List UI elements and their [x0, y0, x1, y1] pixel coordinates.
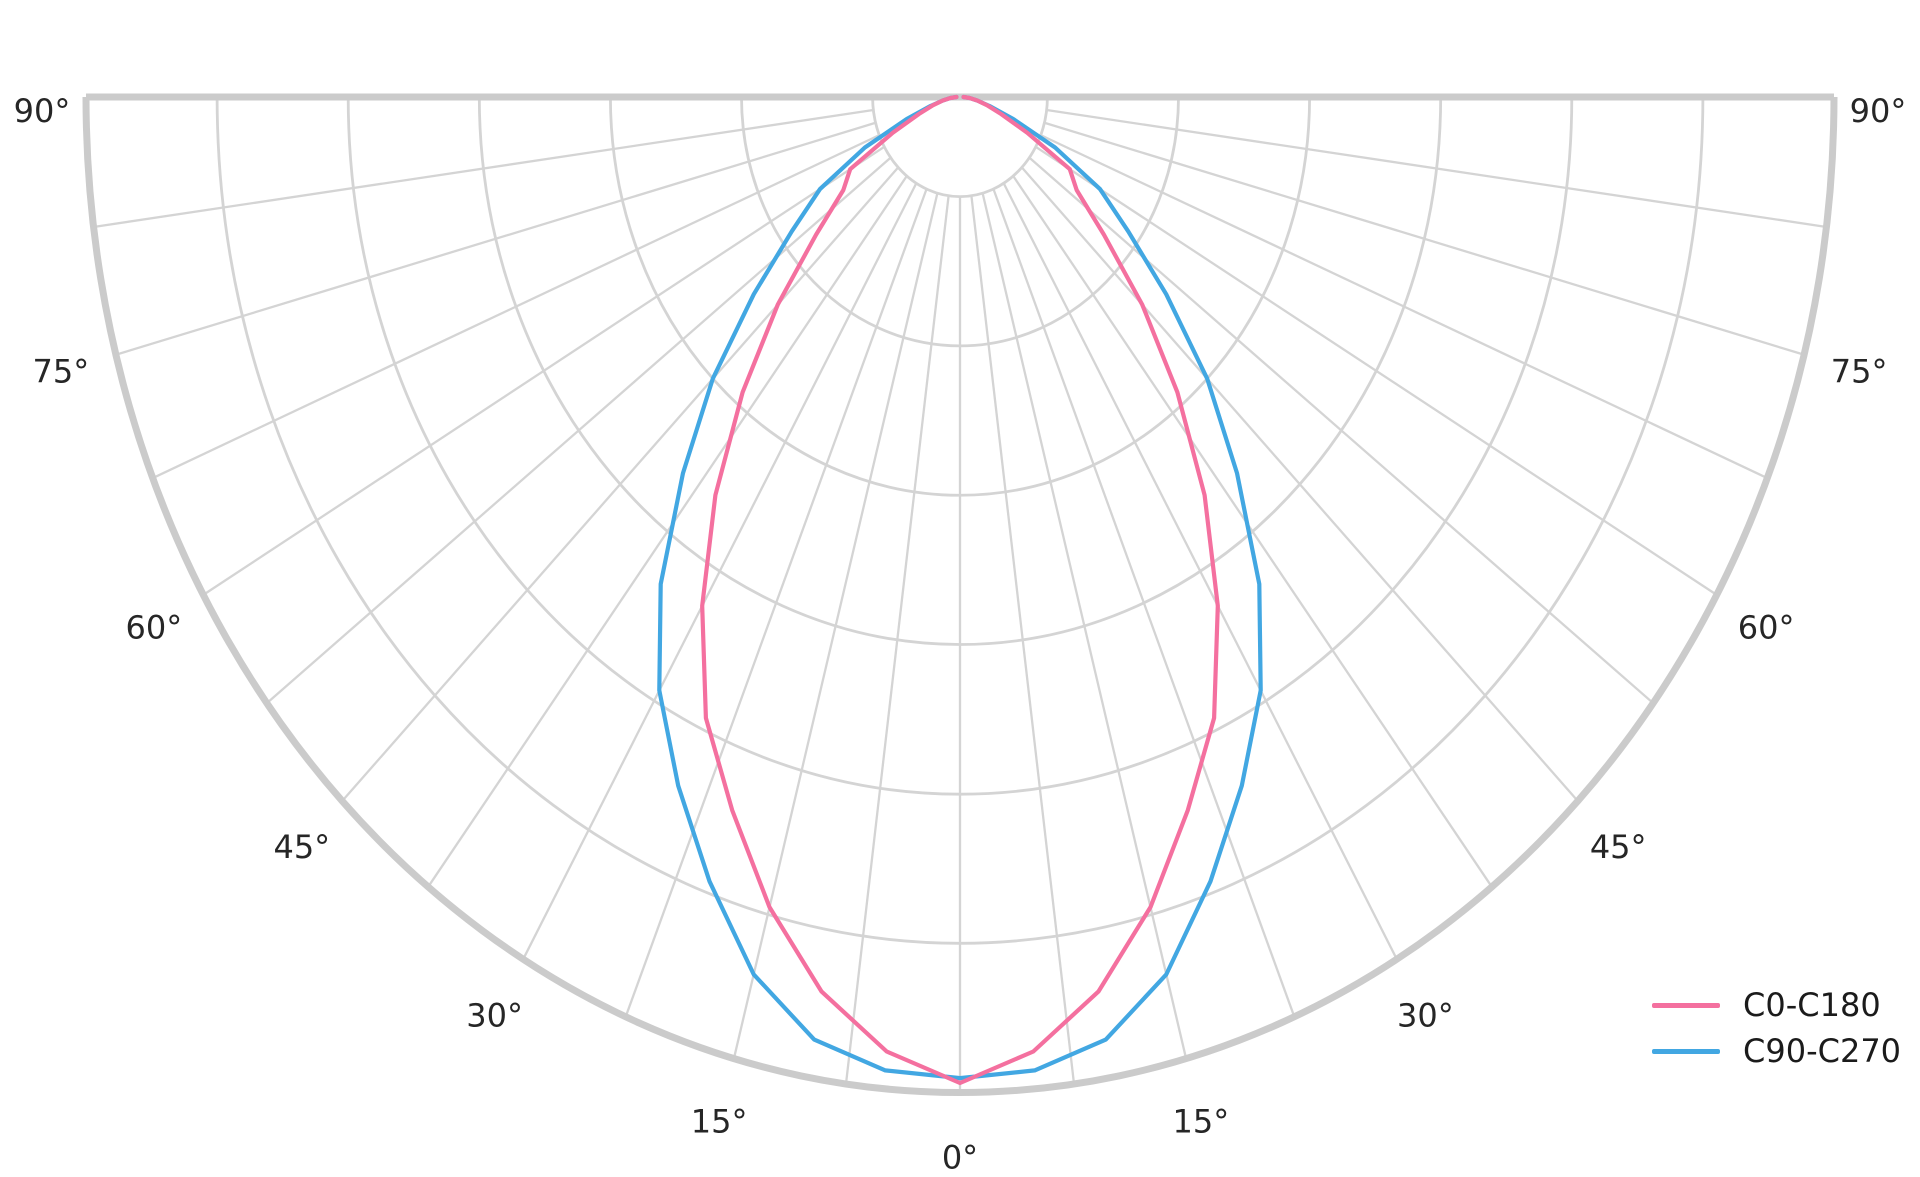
- curve-c0-c180: [700, 94, 1220, 1086]
- legend-line-swatch-c90-c270: [1652, 1048, 1720, 1054]
- polar-grid-spoke: [1044, 121, 1805, 356]
- polar-grid-spoke: [981, 192, 1188, 1060]
- polar-grid-spoke: [1040, 134, 1768, 480]
- legend-item-c0-c180: C0-C180: [1652, 982, 1901, 1028]
- legend-label-c0-c180: C0-C180: [1743, 986, 1881, 1024]
- polar-grid-spoke: [1046, 108, 1827, 229]
- legend-line-swatch-c0-c180: [1652, 1002, 1720, 1008]
- angle-tick-label: 75°: [1831, 353, 1888, 391]
- polar-boundary-arc: [82, 96, 1838, 1097]
- angle-tick-label: 15°: [1173, 1103, 1230, 1141]
- curve-c90-c270: [657, 94, 1263, 1081]
- polar-grid-spoke: [115, 121, 876, 356]
- angle-tick-label: 90°: [1850, 92, 1907, 130]
- polar-grid-spoke: [1002, 182, 1399, 961]
- polar-grid-spoke: [624, 188, 928, 1018]
- polar-grid-ring: [871, 96, 1049, 198]
- angle-tick-label: 45°: [1590, 828, 1647, 866]
- polar-grid-spoke: [521, 182, 918, 961]
- angle-tick-label: 45°: [273, 828, 330, 866]
- legend-label-c90-c270: C90-C270: [1743, 1032, 1902, 1070]
- angle-tick-label: 30°: [1397, 997, 1454, 1035]
- polar-grid-spoke: [844, 195, 950, 1085]
- polar-grid-spoke: [1035, 145, 1718, 596]
- angle-tick-label: 90°: [14, 92, 71, 130]
- polar-grid-spoke: [202, 145, 885, 596]
- polar-grid-spoke: [992, 188, 1296, 1018]
- polar-grid-spoke: [265, 156, 892, 705]
- legend: C0-C180 C90-C270: [1652, 982, 1901, 1074]
- angle-tick-label: 60°: [1738, 608, 1795, 646]
- angle-tick-label: 15°: [691, 1103, 748, 1141]
- polar-grid-spoke: [93, 108, 874, 229]
- polar-grid-spoke: [970, 195, 1076, 1085]
- angle-tick-label: 30°: [466, 997, 523, 1035]
- polar-grid-spoke: [732, 192, 939, 1060]
- angle-tick-label: 60°: [126, 608, 183, 646]
- angle-tick-label: 0°: [942, 1139, 978, 1177]
- polar-grid-spoke: [1012, 175, 1494, 888]
- polar-grid-spoke: [341, 166, 900, 803]
- angle-tick-label: 75°: [33, 353, 90, 391]
- polar-grid-spoke: [152, 134, 880, 480]
- polar-grid-spoke: [1020, 166, 1579, 803]
- polar-grid-spoke: [426, 175, 908, 888]
- polar-grid-spoke: [1028, 156, 1655, 705]
- legend-item-c90-c270: C90-C270: [1652, 1028, 1901, 1074]
